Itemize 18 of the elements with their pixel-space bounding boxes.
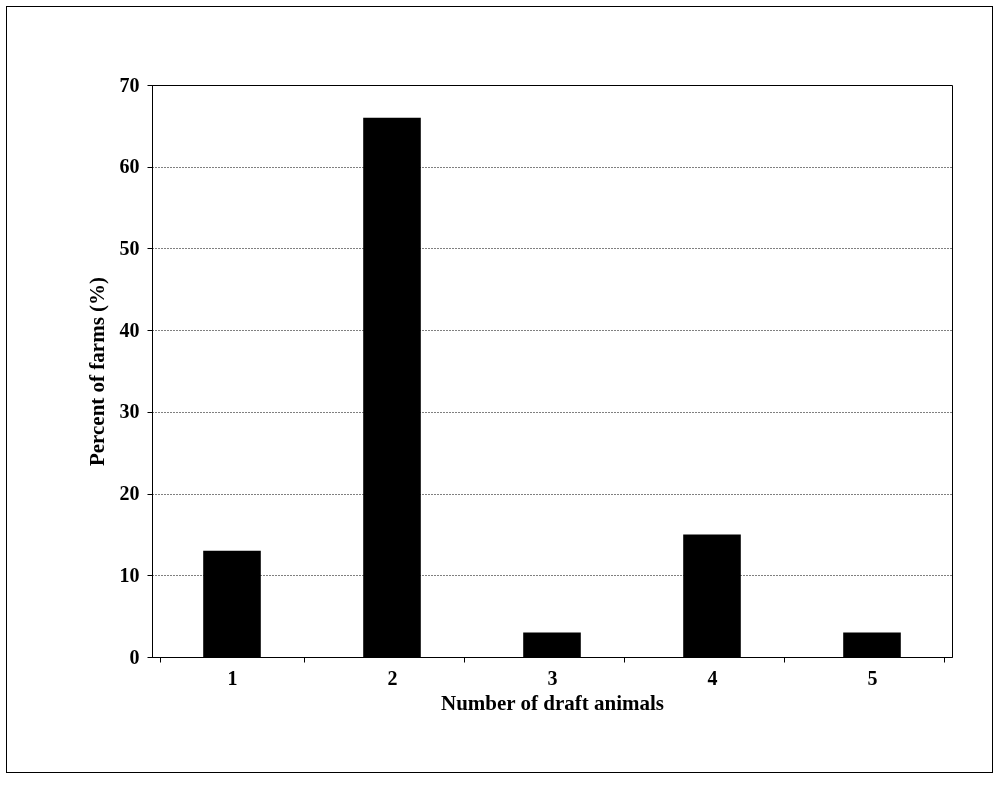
bar	[843, 632, 901, 657]
y-tick-label: 50	[119, 236, 140, 259]
x-tick-label: 5	[867, 666, 878, 689]
x-tick-label: 1	[227, 666, 238, 689]
y-tick-label: 70	[119, 73, 140, 96]
y-axis-title: Percent of farms (%)	[84, 276, 109, 467]
bar	[363, 117, 421, 657]
y-tick-label: 40	[119, 318, 140, 341]
y-tick-label: 30	[119, 400, 140, 423]
x-tick-label: 3	[547, 666, 558, 689]
x-axis-title: Number of draft animals	[440, 690, 665, 715]
y-tick-label: 60	[119, 155, 140, 178]
x-tick-label: 2	[387, 666, 398, 689]
y-tick-label: 10	[119, 563, 140, 586]
y-tick-label: 0	[129, 645, 140, 668]
bar	[523, 632, 581, 657]
x-tick-label: 4	[707, 666, 718, 689]
y-tick-label: 20	[119, 482, 140, 505]
